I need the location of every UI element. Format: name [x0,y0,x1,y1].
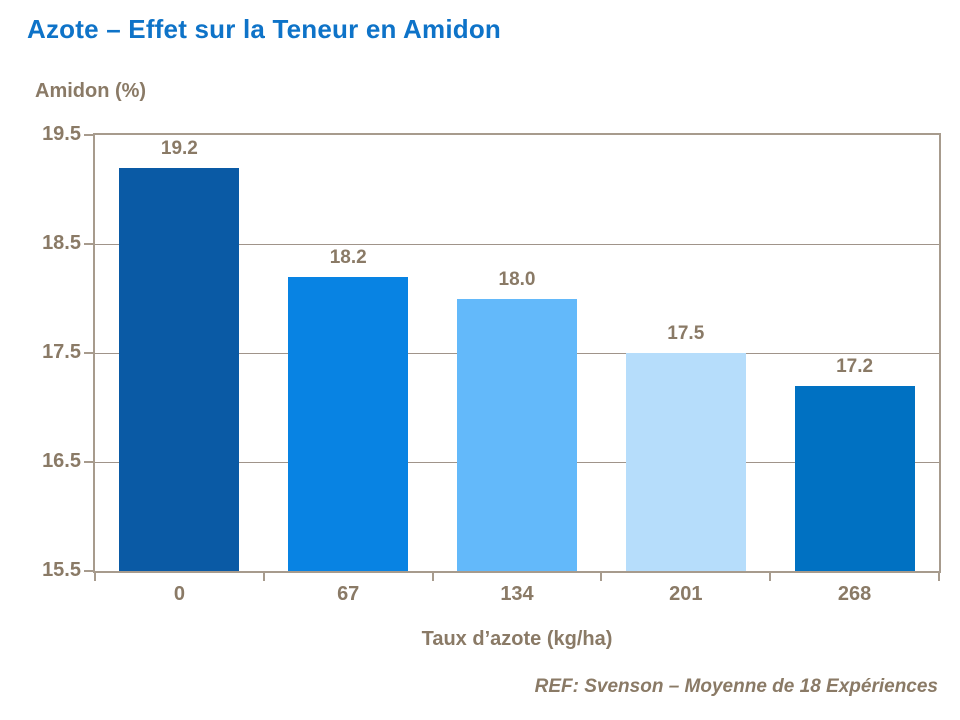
x-tick-label: 268 [837,583,872,605]
x-tick-mark [431,573,434,581]
gridline [95,243,939,245]
bar-134 [457,298,577,571]
y-tick-mark [84,243,95,245]
x-tick-mark [262,573,265,581]
bar-value-label: 19.2 [160,137,198,159]
x-tick-label: 0 [173,583,185,605]
bar-268 [794,385,915,571]
bar-value-label: 18.2 [329,246,367,268]
y-tick-label: 15.5 [42,559,81,581]
bar-0 [119,167,240,571]
y-tick-mark [84,134,95,136]
y-tick-mark [84,352,95,354]
bar-value-label: 18.0 [498,268,536,290]
plot-area: 19.2 18.2 18.0 17.5 17.2 [93,133,941,573]
y-tick-label: 17.5 [42,341,81,363]
bar-value-label: 17.2 [836,355,874,377]
x-tick-label: 67 [337,583,360,605]
chart-title: Azote – Effet sur la Teneur en Amidon [27,14,502,44]
y-axis-title: Amidon (%) [35,80,147,102]
x-axis-title: Taux d’azote (kg/ha) [421,628,613,650]
bar-67 [288,276,409,571]
bar-201 [625,353,746,571]
y-tick-mark [84,461,95,463]
y-tick-label: 18.5 [42,232,81,254]
y-tick-mark [84,570,95,572]
x-tick-label: 134 [500,583,534,605]
x-tick-mark [769,573,772,581]
bar-value-label: 17.5 [667,323,705,344]
x-tick-mark [94,573,96,581]
reference-note: REF: Svenson – Moyenne de 18 Expériences [534,676,938,697]
x-tick-label: 201 [669,583,703,605]
y-tick-label: 19.5 [42,123,81,145]
y-tick-label: 16.5 [42,450,81,472]
x-tick-mark [600,573,603,581]
x-tick-mark [938,573,940,581]
